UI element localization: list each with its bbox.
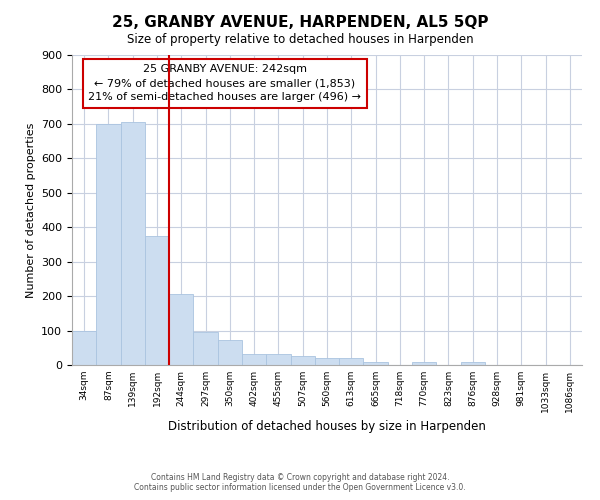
Y-axis label: Number of detached properties: Number of detached properties	[26, 122, 35, 298]
Bar	[96, 124, 121, 365]
Bar	[193, 332, 218, 365]
X-axis label: Distribution of detached houses by size in Harpenden: Distribution of detached houses by size …	[168, 420, 486, 434]
Bar	[412, 362, 436, 365]
Text: 25, GRANBY AVENUE, HARPENDEN, AL5 5QP: 25, GRANBY AVENUE, HARPENDEN, AL5 5QP	[112, 15, 488, 30]
Bar	[339, 358, 364, 365]
Bar	[315, 358, 339, 365]
Bar	[290, 356, 315, 365]
Bar	[145, 236, 169, 365]
Bar	[461, 362, 485, 365]
Text: Contains HM Land Registry data © Crown copyright and database right 2024.
Contai: Contains HM Land Registry data © Crown c…	[134, 473, 466, 492]
Bar	[218, 340, 242, 365]
Bar	[242, 354, 266, 365]
Text: Size of property relative to detached houses in Harpenden: Size of property relative to detached ho…	[127, 32, 473, 46]
Bar	[266, 354, 290, 365]
Bar	[121, 122, 145, 365]
Bar	[169, 294, 193, 365]
Text: 25 GRANBY AVENUE: 242sqm
← 79% of detached houses are smaller (1,853)
21% of sem: 25 GRANBY AVENUE: 242sqm ← 79% of detach…	[89, 64, 361, 102]
Bar	[72, 330, 96, 365]
Bar	[364, 362, 388, 365]
